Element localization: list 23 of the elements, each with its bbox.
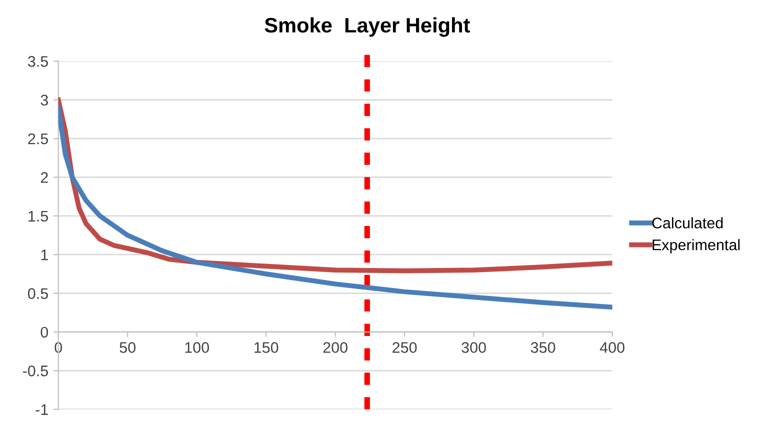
x-tick-label: 0 xyxy=(54,342,62,353)
x-tick-label: 100 xyxy=(185,342,209,353)
y-tick-label: 0.5 xyxy=(28,288,48,299)
x-tick-label: 50 xyxy=(120,342,136,353)
y-tick-label: 3.5 xyxy=(28,56,48,67)
legend-label: Experimental xyxy=(652,239,740,254)
line-series xyxy=(58,105,612,310)
legend-label: Calculated xyxy=(652,217,723,228)
y-tick-label: 1 xyxy=(41,250,48,260)
y-tick-label: 0 xyxy=(40,326,48,338)
y-tick-label: -1 xyxy=(36,404,48,415)
x-tick-label: 300 xyxy=(462,342,486,353)
y-tick-label: 2 xyxy=(40,172,48,183)
x-tick-label: 200 xyxy=(323,342,348,353)
x-tick-label: 400 xyxy=(600,342,624,353)
y-tick-label: 1.5 xyxy=(28,210,48,222)
y-tick-label: 3 xyxy=(40,94,48,106)
y-tick-label: 2.5 xyxy=(28,133,48,144)
ref-line-label: Smoke Layer Height xyxy=(264,17,470,37)
y-tick-label: -0.5 xyxy=(22,366,48,376)
x-tick-label: 150 xyxy=(254,342,278,353)
x-tick-label: 350 xyxy=(530,342,556,353)
x-tick-label: 250 xyxy=(392,342,417,353)
